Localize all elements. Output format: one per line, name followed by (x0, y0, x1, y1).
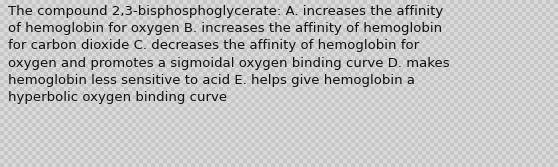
Text: The compound 2,3-bisphosphoglycerate: A. increases the affinity
of hemoglobin fo: The compound 2,3-bisphosphoglycerate: A.… (8, 5, 450, 104)
